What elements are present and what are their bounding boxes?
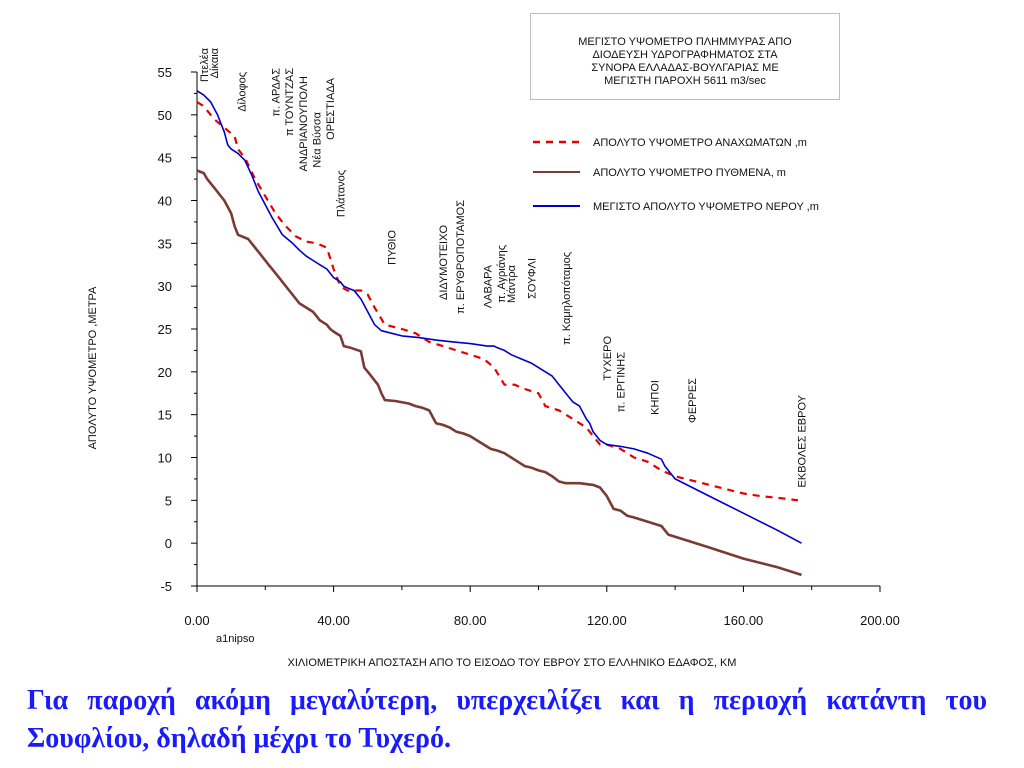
location-label: ΔΙΔΥΜΟΤΕΙΧΟ [438,225,450,300]
location-label: ΣΟΥΦΛΙ [527,258,539,299]
location-label: π. ΑΡΔΑΣ [271,68,283,117]
location-label: Νέα Βύσσα [312,111,324,167]
chart-series [196,90,802,577]
y-tick-label: 5 [165,493,172,508]
slide-caption: Για παροχή ακόμη μεγαλύτερη, υπερχειλίζε… [27,685,987,754]
location-label: Δίλοφος [236,72,248,112]
legend-label: ΑΠΟΛΥΤΟ ΥΨΟΜΕΤΡΟ ΑΝΑΧΩΜΑΤΩΝ ,m [593,137,807,149]
y-tick-label: 15 [158,408,172,423]
location-label: ΟΡΕΣΤΙΑΔΑ [325,77,337,139]
x-tick-label: 160.00 [724,613,764,628]
location-label: π. Αγριάνης [496,245,508,303]
y-tick-label: 0 [165,536,172,551]
x-tick-label: 120.00 [587,613,627,628]
riverbed-elevation-line [196,169,802,577]
chart-note: a1nipso [216,633,255,645]
location-label: Πτελέα [199,47,211,82]
chart-legend: ΑΠΟΛΥΤΟ ΥΨΟΜΕΤΡΟ ΑΝΑΧΩΜΑΤΩΝ ,m ΑΠΟΛΥΤΟ ΥΨ… [533,137,819,213]
y-tick-label: -5 [160,579,172,594]
flood-profile-chart: -5 0 5 10 15 20 25 30 35 40 45 50 55 0.00 40.00 80.00 12… [87,47,900,669]
location-label: ΚΗΠΟΙ [650,380,662,415]
location-label: ΠΥΘΙΟ [387,230,399,265]
y-axis-title: ΑΠΟΛΥΤΟ ΥΨΟΜΕΤΡΟ ,ΜΕΤΡΑ [87,286,99,449]
chart-ticks: -5 0 5 10 15 20 25 30 35 40 45 50 55 0.00 40.00 80.00 12… [158,65,900,628]
location-label: π. ΕΡΥΘΡΟΠΟΤΑΜΟΣ [455,200,467,314]
legend-label: ΑΠΟΛΥΤΟ ΥΨΟΜΕΤΡΟ ΠΥΘΜΕΝΑ, m [593,167,786,179]
location-label: π. Καμηλοπόταμος [561,252,573,345]
location-label: Δίκαια [209,47,221,78]
x-tick-label: 80.00 [454,613,487,628]
location-label: ΛΑΒΑΡΑ [482,264,494,308]
location-label: ΕΚΒΟΛΕΣ ΕΒΡΟΥ [797,394,809,487]
max-water-level-line [196,90,802,544]
y-tick-label: 35 [158,236,172,251]
x-tick-label: 40.00 [317,613,350,628]
location-label: Πλάτανος [335,170,347,217]
y-tick-label: 30 [158,279,172,294]
y-tick-label: 50 [158,108,172,123]
location-label: π. ΕΡΓΙΝΗΣ [616,352,628,412]
location-label: Μάντρα [506,264,518,303]
location-label: ΑΝΔΡΙΑΝΟΥΠΟΛΗ [298,76,310,171]
y-tick-label: 45 [158,151,172,166]
location-label: π ΤΟΥΝΤΖΑΣ [284,68,296,136]
y-tick-label: 40 [158,194,172,209]
legend-label: ΜΕΓΙΣΤΟ ΑΠΟΛΥΤΟ ΥΨΟΜΕΤΡΟ ΝΕΡΟΥ ,m [593,201,819,213]
y-tick-label: 10 [158,451,172,466]
location-label: ΦΕΡΡΕΣ [687,378,699,423]
y-tick-label: 25 [158,322,172,337]
x-tick-label: 200.00 [860,613,900,628]
chart-title-box: ΜΕΓΙΣΤΟ ΥΨΟΜΕΤΡΟ ΠΛΗΜΜΥΡΑΣ ΑΠΟ ΔΙΟΔΕΥΣΗ … [530,13,840,100]
location-label: ΤΥΧΕΡΟ [602,336,614,381]
y-tick-label: 20 [158,365,172,380]
y-tick-label: 55 [158,65,172,80]
x-axis-title: ΧΙΛΙΟΜΕΤΡΙΚΗ ΑΠΟΣΤΑΣΗ ΑΠΟ ΤΟ ΕΙΣΟΔΟ ΤΟΥ … [288,657,737,669]
embankment-elevation-line [196,101,799,502]
x-tick-label: 0.00 [184,613,209,628]
